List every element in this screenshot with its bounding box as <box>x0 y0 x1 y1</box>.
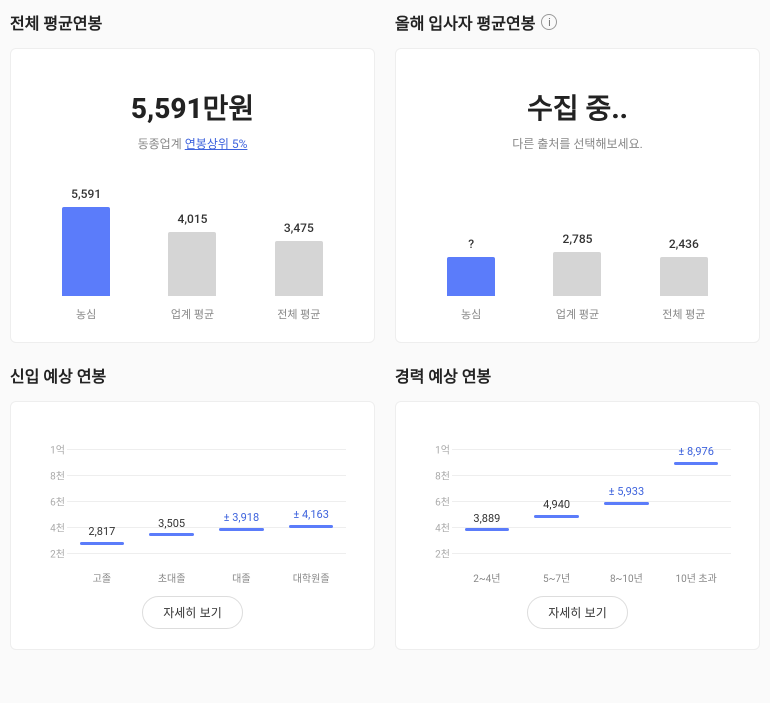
bar-group: 2,436 전체 평균 <box>637 237 731 322</box>
career-step-chart: 1억 8천 6천 4천 2천 3,889 4,940 ± 5,933 ± 8,976 2~4년 5~… <box>424 436 731 586</box>
bar-group: 5,591 농심 <box>39 187 133 322</box>
step-segment <box>80 542 125 545</box>
bar <box>275 241 323 296</box>
x-label: 8~10년 <box>610 570 643 585</box>
x-labels: 고졸 초대졸 대졸 대학원졸 <box>67 570 346 586</box>
y-tick: 6천 <box>424 494 450 509</box>
step-segment <box>465 528 510 531</box>
bar <box>168 232 216 296</box>
x-labels: 2~4년 5~7년 8~10년 10년 초과 <box>452 570 731 586</box>
y-tick: 1억 <box>424 442 450 457</box>
thisyear-bar-chart: ? 농심 2,785 업계 평균 2,436 전체 평균 <box>424 192 731 322</box>
overall-big-value: 5,591만원 <box>39 87 346 127</box>
bar-group: ? 농심 <box>424 237 518 322</box>
thisyear-card: 수집 중.. 다른 출처를 선택해보세요. ? 농심 2,785 업계 평균 2,436… <box>395 48 760 343</box>
step-segment <box>219 528 264 531</box>
bar-value-label: 2,785 <box>563 232 593 246</box>
step-value-label: ± 3,918 <box>224 511 260 524</box>
thisyear-big-value: 수집 중.. <box>424 87 731 127</box>
bar-group: 2,785 업계 평균 <box>530 232 624 322</box>
bar-group: 4,015 업계 평균 <box>145 212 239 322</box>
overall-card: 5,591만원 동종업계 연봉상위 5% 5,591 농심 4,015 업계 평균 3,… <box>10 48 375 343</box>
step-value-label: ± 4,163 <box>293 508 329 521</box>
big-metric: 수집 중.. <box>424 87 731 127</box>
bar-value-label: ? <box>468 237 474 251</box>
plot-area: 3,889 4,940 ± 5,933 ± 8,976 <box>452 436 731 566</box>
detail-button[interactable]: 자세히 보기 <box>142 596 243 629</box>
thisyear-salary-section: 올해 입사자 평균연봉 i 수집 중.. 다른 출처를 선택해보세요. ? 농심 2… <box>395 10 760 343</box>
x-label: 대학원졸 <box>293 570 330 585</box>
step-segment <box>149 533 194 536</box>
step-value-label: ± 5,933 <box>609 485 645 498</box>
bar-category-label: 전체 평균 <box>277 306 320 322</box>
thisyear-sub-line: 다른 출처를 선택해보세요. <box>424 135 731 152</box>
bar-category-label: 농심 <box>76 306 96 322</box>
section-title: 신입 예상 연봉 <box>10 363 375 387</box>
bar-value-label: 3,475 <box>284 221 314 235</box>
bar-category-label: 업계 평균 <box>556 306 599 322</box>
x-label: 대졸 <box>232 570 250 585</box>
y-tick: 6천 <box>39 494 65 509</box>
y-tick: 2천 <box>424 546 450 561</box>
overall-salary-section: 전체 평균연봉 5,591만원 동종업계 연봉상위 5% 5,591 농심 4,01… <box>10 10 375 343</box>
x-label: 10년 초과 <box>675 570 716 585</box>
bar-value-label: 5,591 <box>71 187 101 201</box>
career-salary-section: 경력 예상 연봉 1억 8천 6천 4천 2천 3,889 4,940 ± 5,933 ± 8,… <box>395 363 760 650</box>
y-tick: 4천 <box>424 520 450 535</box>
section-title: 올해 입사자 평균연봉 i <box>395 10 760 34</box>
y-tick: 2천 <box>39 546 65 561</box>
y-tick: 4천 <box>39 520 65 535</box>
y-axis: 1억 8천 6천 4천 2천 <box>424 436 450 566</box>
detail-btn-wrap: 자세히 보기 <box>424 596 731 629</box>
x-label: 5~7년 <box>543 570 570 585</box>
bar-value-label: 4,015 <box>178 212 208 226</box>
section-title: 경력 예상 연봉 <box>395 363 760 387</box>
y-tick: 1억 <box>39 442 65 457</box>
step-value-label: 2,817 <box>88 525 115 538</box>
bar-category-label: 업계 평균 <box>171 306 214 322</box>
detail-button[interactable]: 자세히 보기 <box>527 596 628 629</box>
info-icon[interactable]: i <box>541 14 557 30</box>
career-card: 1억 8천 6천 4천 2천 3,889 4,940 ± 5,933 ± 8,976 2~4년 5~… <box>395 401 760 650</box>
overall-bar-chart: 5,591농심4,015업계 평균3,475전체 평균 <box>39 192 346 322</box>
bar <box>660 257 708 296</box>
step-value-label: ± 8,976 <box>678 445 714 458</box>
bar-value-label: 2,436 <box>669 237 699 251</box>
step-value-label: 3,889 <box>473 512 500 525</box>
rookie-salary-section: 신입 예상 연봉 1억 8천 6천 4천 2천 2,817 3,505 ± 3,918 ± 4,… <box>10 363 375 650</box>
overall-sub-line: 동종업계 연봉상위 5% <box>39 135 346 152</box>
y-tick: 8천 <box>39 468 65 483</box>
step-segment <box>289 525 334 528</box>
step-segment <box>534 515 579 518</box>
big-metric: 5,591만원 <box>39 87 346 127</box>
step-segment <box>674 462 719 465</box>
rookie-step-chart: 1억 8천 6천 4천 2천 2,817 3,505 ± 3,918 ± 4,163 고졸 초대졸 대… <box>39 436 346 586</box>
section-title: 전체 평균연봉 <box>10 10 375 34</box>
bar <box>553 252 601 296</box>
section-title-text: 신입 예상 연봉 <box>10 363 106 387</box>
bar-group: 3,475 전체 평균 <box>252 221 346 322</box>
rookie-card: 1억 8천 6천 4천 2천 2,817 3,505 ± 3,918 ± 4,163 고졸 초대졸 대… <box>10 401 375 650</box>
plot-area: 2,817 3,505 ± 3,918 ± 4,163 <box>67 436 346 566</box>
y-axis: 1억 8천 6천 4천 2천 <box>39 436 65 566</box>
y-tick: 8천 <box>424 468 450 483</box>
sub-prefix: 동종업계 <box>138 137 185 151</box>
bar-category-label: 농심 <box>461 306 481 322</box>
section-title-text: 올해 입사자 평균연봉 <box>395 10 535 34</box>
x-label: 고졸 <box>93 570 111 585</box>
bar-category-label: 전체 평균 <box>662 306 705 322</box>
step-value-label: 3,505 <box>158 517 185 530</box>
x-label: 초대졸 <box>158 570 186 585</box>
sub-accent[interactable]: 연봉상위 5% <box>185 137 248 151</box>
sub-text: 다른 출처를 선택해보세요. <box>512 137 643 151</box>
bar <box>62 207 110 296</box>
section-title-text: 경력 예상 연봉 <box>395 363 491 387</box>
step-segment <box>604 502 649 505</box>
step-value-label: 4,940 <box>543 498 570 511</box>
detail-btn-wrap: 자세히 보기 <box>39 596 346 629</box>
bar <box>447 257 495 296</box>
x-label: 2~4년 <box>473 570 500 585</box>
section-title-text: 전체 평균연봉 <box>10 10 102 34</box>
